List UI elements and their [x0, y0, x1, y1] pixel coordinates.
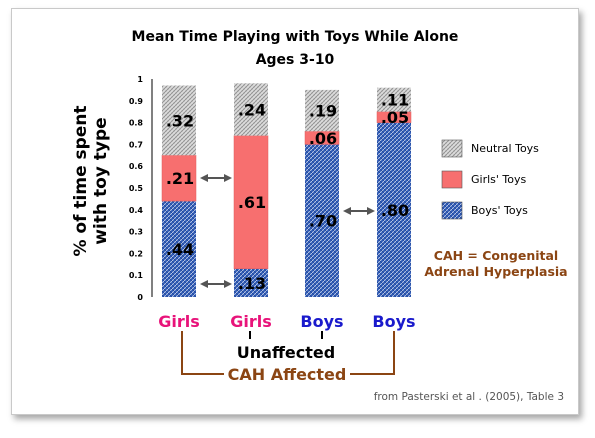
y-tick-label: 1	[137, 75, 143, 84]
segment-value-label: .06	[309, 129, 337, 148]
y-tick-label: 0.4	[129, 206, 144, 215]
legend-swatch	[441, 170, 463, 189]
y-tick-label: 0.2	[129, 249, 143, 258]
segment-value-label: .70	[309, 212, 337, 231]
bar-segment-boys-toys0	[162, 201, 196, 297]
bar-segment-boys-toys3	[377, 122, 411, 297]
slide-panel: Mean Time Playing with Toys While Alone …	[11, 8, 579, 415]
bar-segment-boys-toys2	[305, 144, 339, 297]
y-tick-label: 0.3	[129, 228, 143, 237]
cah-note-line2: Adrenal Hyperplasia	[424, 264, 567, 279]
legend-swatch	[441, 201, 463, 220]
segment-value-label: .24	[238, 101, 266, 120]
segment-value-label: .19	[309, 102, 337, 121]
category-label: Girls	[230, 312, 272, 331]
source-citation: from Pasterski et al . (2005), Table 3	[374, 391, 564, 403]
segment-value-label: .44	[166, 240, 194, 259]
category-label: Boys	[372, 312, 415, 331]
chart-subtitle: Ages 3-10	[256, 52, 335, 68]
category-label: Girls	[158, 312, 200, 331]
cah-affected-bracket	[181, 331, 395, 375]
segment-value-label: .05	[381, 108, 409, 127]
chart-title: Mean Time Playing with Toys While Alone	[132, 29, 459, 45]
y-axis-label: % of time spent with toy type	[71, 105, 111, 256]
y-tick-label: 0.1	[129, 271, 144, 280]
y-axis-label-line2: with toy type	[91, 117, 111, 244]
y-axis-label-line1: % of time spent	[71, 105, 91, 256]
bars-group	[161, 83, 412, 297]
y-tick-label: 0.5	[129, 184, 144, 193]
segment-value-label: .61	[238, 193, 266, 212]
segment-labels: .44 .21 .32 .13 .61 .24 .70 .06 .19 .80 .05.11	[166, 91, 409, 293]
y-tick-label: 0.9	[129, 97, 144, 106]
y-tick-label: 0.8	[129, 119, 144, 128]
bar-segment-neutral-toys3	[377, 87, 411, 112]
bar-segment-girls-toys0	[161, 155, 197, 202]
bar-segment-neutral-toys2	[305, 89, 339, 132]
unaffected-label: Unaffected	[237, 343, 335, 362]
segment-value-label: .11	[381, 91, 409, 110]
legend-swatch	[441, 139, 463, 158]
category-labels: Girls Girls Boys Boys	[158, 312, 415, 331]
cah-affected-label: CAH Affected	[228, 365, 347, 384]
y-tick-label: 0	[137, 293, 143, 302]
legend-entry-label: Boys' Toys	[471, 204, 528, 217]
bar-segment-neutral-toys0	[162, 85, 196, 156]
category-label: Boys	[300, 312, 343, 331]
bar-segment-girls-toys2	[304, 131, 340, 145]
legend: Neutral Toys Girls' Toys Boys' Toys	[441, 139, 539, 220]
cah-note-line1: CAH = Congenital	[434, 248, 558, 263]
y-tick-label: 0.7	[129, 140, 143, 149]
segment-value-label: .32	[166, 111, 194, 130]
bar-segment-neutral-toys1	[234, 83, 268, 136]
legend-entry-label: Girls' Toys	[471, 173, 527, 186]
stacked-bar-chart: Mean Time Playing with Toys While Alone …	[71, 29, 568, 403]
segment-value-label: .21	[166, 169, 194, 188]
bar-segment-boys-toys1	[234, 268, 268, 297]
bar-segment-girls-toys1	[233, 135, 269, 269]
segment-value-label: .13	[238, 274, 266, 293]
legend-entry-label: Neutral Toys	[471, 142, 539, 155]
y-tick-labels: 0 0.1 0.2 0.3 0.4 0.5 0.6 0.7 0.8 0.9 1	[129, 75, 144, 302]
y-tick-label: 0.6	[129, 162, 144, 171]
segment-value-label: .80	[381, 201, 409, 220]
